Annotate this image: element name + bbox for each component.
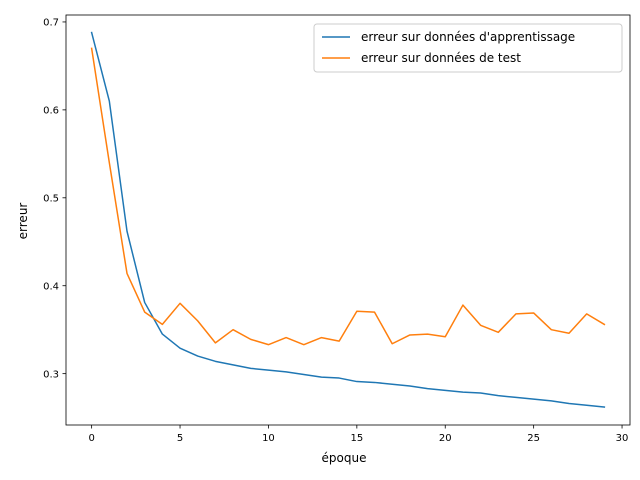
legend-label-2: erreur sur données de test <box>361 51 521 65</box>
y-axis-label: erreur <box>16 203 30 240</box>
y-tick-label: 0.5 <box>43 193 59 204</box>
y-tick-label: 0.3 <box>43 369 59 380</box>
legend-box <box>313 23 623 73</box>
x-axis-label: époque <box>322 451 367 465</box>
axes-frame <box>65 14 631 426</box>
series-line-1 <box>90 31 606 408</box>
axes-layer: 0 5 10 15 20 25 30 0.3 0.4 0.5 0.6 0.7 <box>43 14 631 444</box>
x-tick-label: 5 <box>177 433 183 444</box>
legend: erreur sur données d'apprentissage erreur… <box>313 23 623 73</box>
series-line-2 <box>90 47 606 346</box>
x-tick-label: 15 <box>350 433 363 444</box>
x-tick-label: 25 <box>527 433 540 444</box>
series-layer <box>90 31 606 408</box>
y-tick-label: 0.7 <box>43 18 59 29</box>
x-tick-label: 10 <box>262 433 275 444</box>
x-tick-label: 20 <box>439 433 452 444</box>
legend-label-1: erreur sur données d'apprentissage <box>361 30 575 44</box>
y-tick-label: 0.4 <box>43 281 59 292</box>
x-tick-label: 0 <box>88 433 94 444</box>
y-tick-label: 0.6 <box>43 105 59 116</box>
x-tick-label: 30 <box>616 433 629 444</box>
